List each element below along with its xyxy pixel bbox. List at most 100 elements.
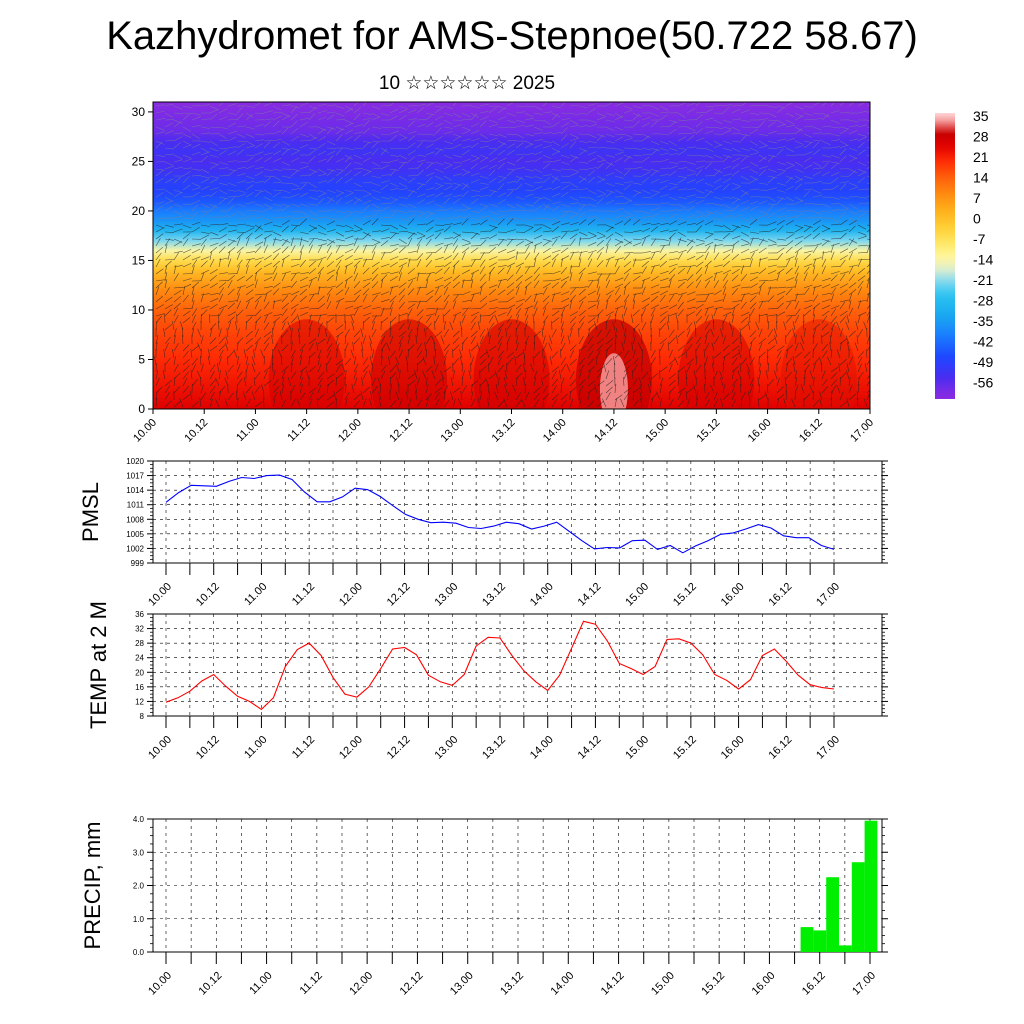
wind-barb [596,194,606,198]
wind-barb [686,188,696,191]
wind-barb [209,392,215,401]
wind-barb [767,204,775,212]
wind-barb [803,393,811,401]
wind-barb [281,308,288,317]
wind-barb [299,349,304,359]
wind-barb [524,118,534,121]
wind-barb [812,195,822,198]
wind-barb [803,263,813,268]
wind-barb [245,156,254,163]
wind-barb [209,385,216,394]
wind-barb [443,281,451,289]
wind-barb [668,398,674,408]
wind-barb [468,370,472,380]
wind-barb [470,330,478,338]
wind-barb [542,132,552,135]
wind-barb [794,161,803,167]
wind-barb [488,210,498,215]
wind-barb [191,143,201,149]
wind-barb [380,335,386,345]
wind-barb [360,391,364,401]
wind-barb [848,300,852,310]
wind-barb [515,153,525,156]
wind-barb [695,356,698,366]
wind-barb [767,362,769,373]
wind-barb [515,210,526,212]
x-tick-label: 15.12 [671,734,699,762]
wind-barb [704,140,713,146]
wind-barb [767,176,775,184]
wind-barb [506,169,514,177]
wind-barb [442,377,445,387]
wind-barb [524,224,534,228]
wind-barb [659,270,669,275]
wind-barb [659,179,669,184]
wind-barb [416,162,424,170]
wind-barb [155,246,164,254]
wind-barb [326,293,331,303]
wind-barb [791,398,796,408]
wind-barb [434,175,444,181]
wind-barb [155,110,165,114]
wind-barb [245,105,255,108]
wind-barb [506,304,516,310]
wind-barb [551,140,560,146]
wind-barb [722,215,732,219]
wind-barb [839,283,849,289]
wind-barb [623,268,632,275]
wind-barb [452,161,462,164]
wind-barb [848,170,857,177]
wind-barb [740,224,750,228]
wind-barb [290,363,293,373]
wind-barb [218,133,227,139]
wind-barb [209,337,217,345]
wind-barb [488,298,498,303]
wind-barb [389,126,400,129]
wind-barb [776,124,786,128]
wind-barb [551,293,555,303]
wind-barb [254,224,263,230]
wind-barb [227,213,236,219]
wind-barb [848,293,853,303]
wind-barb [281,330,289,338]
wind-barb [488,164,498,170]
wind-barb [218,223,228,226]
wind-barb [317,286,321,296]
wind-barb [695,147,706,149]
cross-section-x-axis: 10.00 10.12 11.00 11.12 12.00 12.12 13.00 13.12… [131,409,876,445]
wind-barb [164,260,172,268]
wind-barb [820,362,823,373]
wind-barb [191,221,201,226]
wind-barb [378,391,382,401]
wind-barb [425,365,433,373]
wind-barb [704,220,714,226]
wind-barb [353,170,362,177]
wind-barb [614,294,622,303]
wind-barb [191,199,201,205]
wind-barb [353,330,361,338]
wind-barb [857,312,867,317]
wind-barb [809,370,814,380]
wind-barb [686,126,696,131]
wind-barb [749,276,759,282]
wind-barb [443,399,450,408]
wind-barb [542,174,552,177]
wind-barb [758,281,766,289]
wind-barb [281,321,286,331]
x-tick-label: 13.00 [438,417,466,445]
wind-barb [272,189,283,191]
wind-barb [479,259,486,268]
wind-barb [182,158,192,163]
wind-barb [506,262,516,268]
wind-barb [614,207,624,212]
wind-barb [416,238,423,247]
wind-barb [758,140,767,146]
wind-barb [245,300,250,310]
precip-bar [851,862,865,952]
wind-barb [686,291,696,296]
y-tick-label: 10 [132,303,146,317]
wind-barb [785,315,793,324]
wind-barb [857,188,867,191]
wind-barb [668,165,678,170]
wind-barb [218,272,228,275]
